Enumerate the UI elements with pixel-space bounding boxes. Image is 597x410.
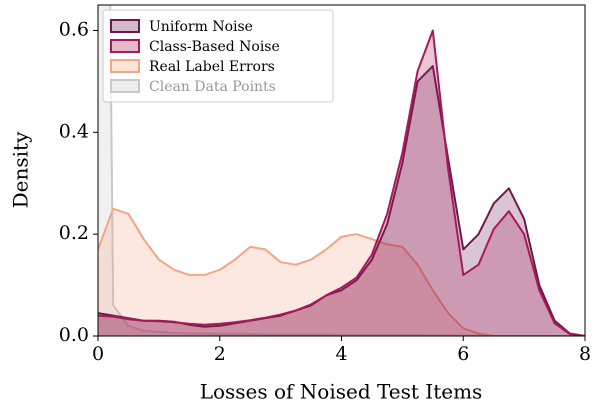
legend-box: [102, 9, 334, 103]
x-axis-label: Losses of Noised Test Items: [200, 380, 483, 404]
legend-label: Uniform Noise: [149, 19, 253, 35]
density-line: [98, 29, 585, 336]
legend-label: Clean Data Points: [149, 79, 276, 95]
x-tick-label: 4: [335, 343, 347, 365]
y-axis-label: Density: [9, 131, 33, 208]
legend-swatch: [110, 79, 140, 93]
x-tick-label: 6: [457, 343, 469, 365]
y-tick-label: 0.6: [59, 18, 89, 40]
area-fill: [98, 208, 585, 336]
y-tick-label: 0.2: [59, 222, 89, 244]
y-tick-label: 0.0: [59, 324, 89, 346]
legend-label: Class-Based Noise: [149, 39, 280, 55]
y-tick-label: 0.4: [59, 120, 89, 142]
x-tick-label: 8: [579, 343, 591, 365]
x-tick-label: 2: [214, 343, 226, 365]
x-tick-label: 0: [92, 343, 104, 365]
legend: Uniform Noise Class-Based Noise Real Label…: [102, 9, 334, 103]
plot-area: [98, 5, 585, 336]
legend-label: Real Label Errors: [149, 59, 275, 75]
density-line: [109, 5, 585, 336]
legend-swatch: [110, 59, 140, 73]
legend-swatch: [110, 19, 140, 33]
legend-swatch: [110, 39, 140, 53]
density-line: [98, 207, 585, 336]
area-fill: [98, 30, 585, 336]
